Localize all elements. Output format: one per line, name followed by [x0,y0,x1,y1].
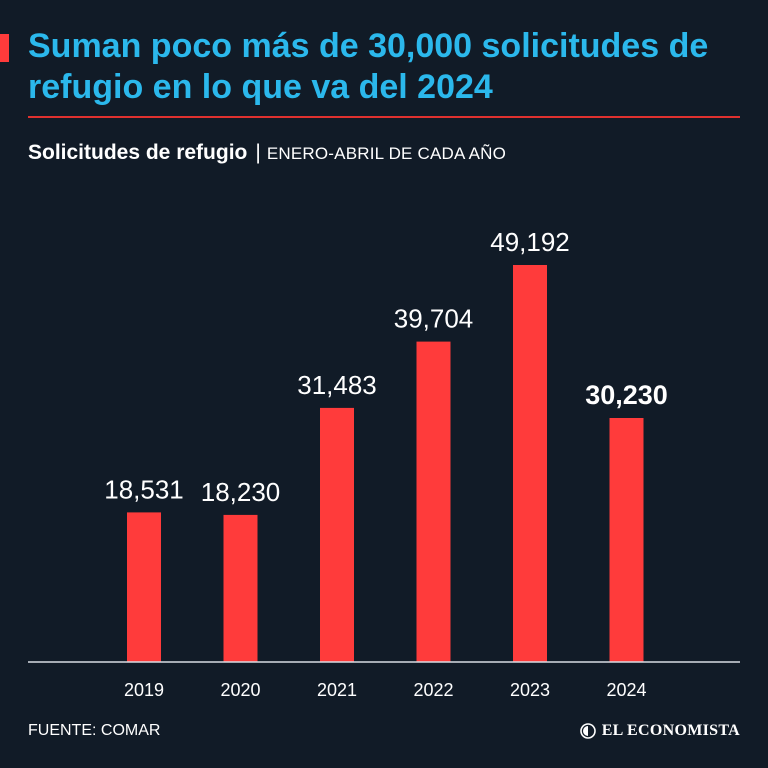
title-divider [28,116,740,118]
brand-icon [579,723,596,739]
bar-2022 [416,341,451,662]
data-label-2022: 39,704 [394,304,474,334]
x-tick-2024: 2024 [606,680,646,700]
x-tick-2020: 2020 [220,680,260,700]
page-title: Suman poco más de 30,000 solicitudes de … [28,27,709,106]
data-label-2024: 30,230 [585,380,668,410]
x-tick-2021: 2021 [317,680,357,700]
title-marker [0,34,9,62]
x-tick-2019: 2019 [124,680,164,700]
x-tick-2022: 2022 [413,680,453,700]
data-label-2019: 18,531 [104,474,184,504]
bar-2019 [127,512,161,662]
data-label-2021: 31,483 [297,370,377,400]
brand-logo: EL ECONOMISTA [579,722,740,740]
bar-2021 [320,407,354,662]
chart-subtitle: Solicitudes de refugio | ENERO-ABRIL DE CA… [28,140,506,167]
x-tick-2023: 2023 [510,680,550,700]
brand-name: EL ECONOMISTA [601,722,740,739]
data-label-2020: 18,230 [201,477,281,507]
bar-2020 [223,514,258,662]
bar-2024 [609,418,644,662]
chart-title: Solicitudes de refugio [28,141,248,164]
source-note: FUENTE: COMAR [28,722,161,739]
data-label-2023: 49,192 [490,227,570,257]
subtitle-separator: | [255,141,261,164]
bar-2023 [513,265,547,662]
chart-period: ENERO-ABRIL DE CADA AÑO [266,144,507,163]
